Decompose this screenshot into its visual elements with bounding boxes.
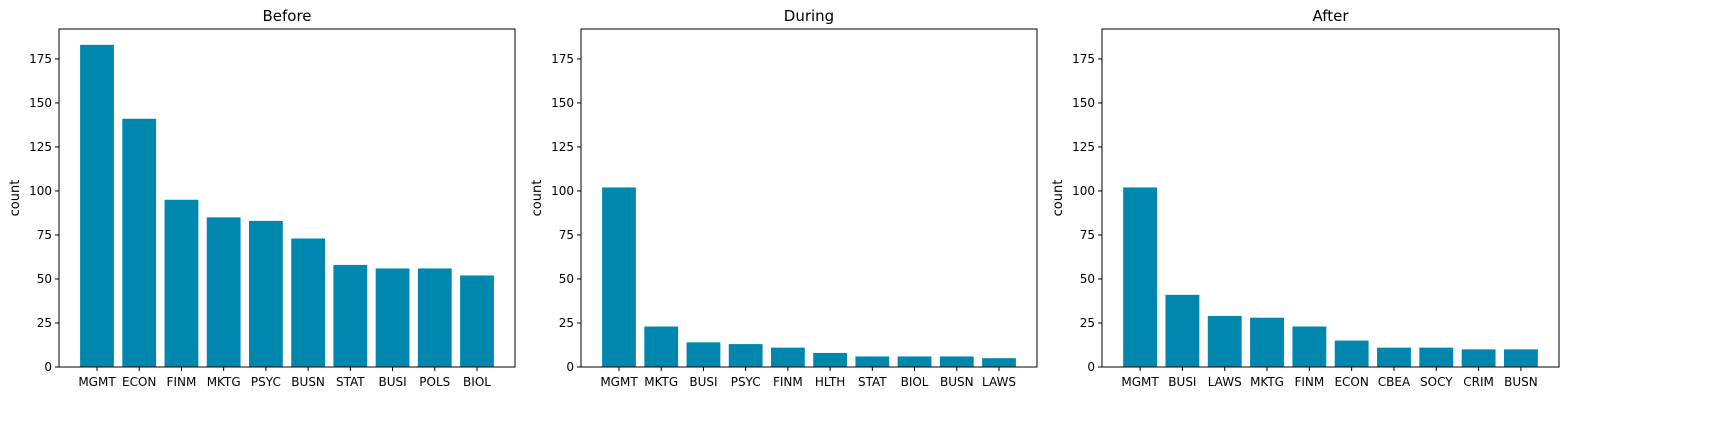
plot-frame: [58, 28, 516, 368]
x-tick-label: MGMT: [78, 375, 116, 389]
bar-mgmt: [602, 187, 636, 367]
chart-panel-before: 0 25 50 75 100 125 150 175 MGMT ECON FINM MKTG PSYC B…: [8, 7, 516, 389]
x-tick-label: MKTG: [644, 375, 678, 389]
bar-socy: [1419, 347, 1454, 367]
x-tick-label: LAWS: [982, 375, 1016, 389]
bar-econ: [122, 118, 157, 367]
x-tick-label: LAWS: [1208, 375, 1242, 389]
x-tick-label: FINM: [1294, 375, 1324, 389]
bar-hlth: [813, 352, 847, 367]
x-tick-label: BIOL: [463, 375, 491, 389]
bar-busn: [939, 356, 974, 367]
y-tick-label: 150: [29, 96, 52, 110]
y-tick-label: 25: [559, 316, 574, 330]
y-tick-label: 50: [559, 272, 574, 286]
y-tick-label: 50: [37, 272, 52, 286]
y-tick-label: 100: [1072, 184, 1095, 198]
bar-pols: [417, 268, 452, 367]
x-tick-label: POLS: [419, 375, 450, 389]
bar-busi: [686, 342, 721, 367]
bar-busi: [375, 268, 410, 367]
y-tick-label: 150: [1072, 96, 1095, 110]
y-axis-label: count: [530, 180, 545, 217]
x-tick-label: MKTG: [207, 375, 241, 389]
x-tick-label: MGMT: [600, 375, 638, 389]
bar-finm: [164, 199, 199, 367]
chart-title: During: [784, 7, 834, 25]
bar-finm: [771, 347, 805, 367]
bar-busn: [1503, 349, 1538, 367]
x-tick-label: STAT: [336, 375, 365, 389]
y-tick-label: 75: [37, 228, 52, 242]
bar-mgmt: [80, 44, 114, 368]
bar-laws: [982, 358, 1016, 367]
bar-biol: [897, 356, 932, 367]
x-tick-label: BUSI: [689, 375, 717, 389]
y-tick-label: 0: [44, 360, 52, 374]
y-tick-label: 0: [1087, 360, 1095, 374]
x-tick-label: MKTG: [1250, 375, 1284, 389]
x-tick-label: BUSN: [1504, 375, 1538, 389]
y-tick-label: 75: [1080, 228, 1095, 242]
x-tick-label: FINM: [167, 375, 197, 389]
bar-busn: [291, 238, 325, 367]
y-tick-label: 75: [559, 228, 574, 242]
plot-frame: [580, 28, 1038, 368]
x-tick-label: BUSI: [378, 375, 406, 389]
bar-busi: [1165, 294, 1200, 367]
x-tick-label: HLTH: [815, 375, 845, 389]
chart-title: After: [1312, 7, 1349, 25]
bar-stat: [855, 356, 890, 367]
y-axis-label: count: [8, 180, 23, 217]
y-tick-label: 125: [551, 140, 574, 154]
y-tick-label: 100: [551, 184, 574, 198]
x-tick-label: CBEA: [1378, 375, 1411, 389]
y-tick-label: 175: [551, 52, 574, 66]
bar-mktg: [1250, 317, 1284, 367]
bar-mktg: [206, 217, 241, 367]
x-tick-label: ECON: [122, 375, 156, 389]
x-tick-label: BUSN: [940, 375, 974, 389]
y-tick-label: 175: [1072, 52, 1095, 66]
chart-title: Before: [262, 7, 311, 25]
bar-mgmt: [1123, 187, 1158, 367]
y-tick-label: 125: [29, 140, 52, 154]
y-tick-label: 25: [1080, 316, 1095, 330]
y-tick-label: 150: [551, 96, 574, 110]
y-tick-label: 175: [29, 52, 52, 66]
bar-econ: [1334, 340, 1369, 367]
bar-stat: [333, 264, 368, 367]
x-tick-label: BUSI: [1168, 375, 1196, 389]
bar-finm: [1292, 326, 1327, 367]
plot-frame: [1101, 28, 1560, 368]
x-tick-label: CRIM: [1463, 375, 1494, 389]
x-tick-label: ECON: [1334, 375, 1368, 389]
y-tick-label: 25: [37, 316, 52, 330]
x-tick-label: BUSN: [291, 375, 325, 389]
bar-psyc: [728, 344, 763, 367]
x-tick-label: BIOL: [901, 375, 929, 389]
y-axis-label: count: [1051, 180, 1066, 217]
chart-panel-during: 0 25 50 75 100 125 150 175 MGMT MKTG BUSI PSYC FINM H…: [530, 7, 1038, 389]
x-tick-label: PSYC: [251, 375, 281, 389]
bar-laws: [1207, 315, 1242, 367]
bar-cbea: [1377, 347, 1411, 367]
y-tick-label: 125: [1072, 140, 1095, 154]
x-tick-label: STAT: [858, 375, 887, 389]
bar-mktg: [644, 326, 679, 367]
y-tick-label: 0: [566, 360, 574, 374]
x-tick-label: PSYC: [731, 375, 761, 389]
y-tick-label: 100: [29, 184, 52, 198]
bar-biol: [460, 275, 494, 367]
x-tick-label: FINM: [773, 375, 803, 389]
y-tick-label: 50: [1080, 272, 1095, 286]
chart-panel-after: 0 25 50 75 100 125 150 175 MGMT BUSI LAWS MKTG FINM E…: [1051, 7, 1560, 389]
x-tick-label: MGMT: [1121, 375, 1159, 389]
bar-crim: [1461, 349, 1496, 367]
x-tick-label: SOCY: [1420, 375, 1453, 389]
bar-psyc: [249, 220, 283, 367]
